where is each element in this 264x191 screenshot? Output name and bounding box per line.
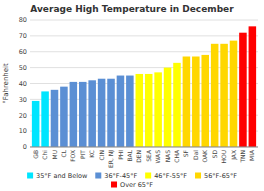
x-tick-label: WAS <box>154 150 161 164</box>
x-tick-label: OAK <box>201 149 208 163</box>
y-tick-label: 80 <box>19 16 27 24</box>
x-tick-label: KC <box>88 150 95 158</box>
x-tick-label: PIT <box>79 150 86 159</box>
x-tick-label: CL <box>60 149 67 157</box>
bar <box>79 82 87 147</box>
y-tick-label: 40 <box>19 80 27 88</box>
x-tick-label: TNN <box>239 150 246 164</box>
bar <box>220 44 228 147</box>
bar <box>145 74 153 147</box>
bar <box>136 74 144 147</box>
legend-swatch <box>195 173 201 179</box>
x-tick-label: MU <box>51 150 58 160</box>
bar <box>41 91 49 147</box>
bar <box>154 72 162 147</box>
x-tick-label: CIN <box>98 150 105 160</box>
bar <box>183 56 191 146</box>
bar <box>32 101 40 147</box>
bar <box>98 79 106 147</box>
legend-label: 56°F-65°F <box>204 172 237 180</box>
x-tick-label: CHA <box>173 149 180 163</box>
x-tick-label: Chi <box>41 150 48 160</box>
y-tick-label: 20 <box>19 112 27 120</box>
y-tick-label: 60 <box>19 48 27 56</box>
x-tick-label: Dal <box>192 150 199 160</box>
y-tick-label: 10 <box>19 127 27 135</box>
bar <box>211 44 219 147</box>
y-tick-label: 0 <box>23 143 27 151</box>
bar <box>51 90 59 147</box>
bar <box>239 33 247 147</box>
legend-item: 46°F-55°F <box>145 172 187 180</box>
bar <box>70 82 78 147</box>
x-tick-label: GB <box>32 150 39 159</box>
bar <box>117 76 125 147</box>
grid <box>30 20 258 147</box>
legend-swatch <box>145 173 151 179</box>
x-tick-label: HOU <box>220 150 227 164</box>
bar <box>249 26 257 147</box>
bar <box>126 76 134 147</box>
title: Average High Temperature in December <box>30 4 234 14</box>
x-tick-label: SEA <box>145 149 152 162</box>
legend-swatch <box>27 173 33 179</box>
grid-line <box>30 146 258 147</box>
bar <box>230 41 238 147</box>
legend-swatch <box>95 173 101 179</box>
x-tick-label: MIA <box>248 149 255 161</box>
legend: 35°F and Below 36°F-45°F 46°F-55°F 56°F-65°… <box>27 172 237 189</box>
y-axis-label: °Fahrenheit <box>2 63 10 104</box>
legend-item: 35°F and Below <box>27 172 88 180</box>
legend-label: 46°F-55°F <box>154 172 187 180</box>
x-tick-label: PHI <box>117 150 124 160</box>
x-tick-label: SD <box>211 150 218 159</box>
x-tick-label: BAL <box>126 149 133 161</box>
y-tick-label: 50 <box>19 64 27 72</box>
bar <box>173 63 181 147</box>
legend-label: 35°F and Below <box>36 172 88 180</box>
grid-line <box>30 20 258 21</box>
bar <box>192 56 200 146</box>
x-axis-line <box>30 146 258 147</box>
bar <box>107 79 115 147</box>
chart: Average High Temperature in December 35°F… <box>0 0 264 191</box>
bar <box>164 68 172 147</box>
legend-label: Over 65°F <box>120 181 153 189</box>
bars <box>32 26 256 147</box>
grid-line <box>30 35 258 36</box>
legend-swatch <box>111 182 117 188</box>
bar <box>88 80 96 147</box>
bar <box>201 55 209 147</box>
legend-item: Over 65°F <box>111 181 153 189</box>
x-tick-label: SF <box>182 149 189 157</box>
x-tick-label: FOX <box>69 150 76 162</box>
x-tick-label: ER, NJ <box>107 150 115 168</box>
legend-label: 36°F-45°F <box>104 172 137 180</box>
legend-item: 56°F-65°F <box>195 172 237 180</box>
y-tick-label: 70 <box>19 32 27 40</box>
x-tick-label: DEN <box>135 150 142 163</box>
x-tick-label: JAX <box>230 150 238 161</box>
legend-item: 36°F-45°F <box>95 172 137 180</box>
bar <box>60 87 68 147</box>
y-tick-label: 30 <box>19 96 27 104</box>
x-tick-label: NAS <box>164 150 171 163</box>
